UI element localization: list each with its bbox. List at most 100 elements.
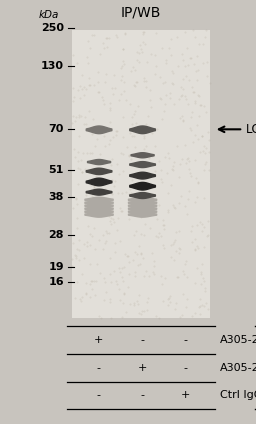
Point [190, 223, 194, 230]
Point [108, 136, 112, 143]
Point [206, 129, 210, 136]
Point [193, 310, 197, 317]
Point [130, 121, 134, 128]
Point [190, 109, 194, 115]
Point [179, 192, 183, 199]
Point [161, 281, 165, 287]
Point [159, 233, 163, 240]
Point [132, 133, 136, 139]
Point [122, 264, 126, 271]
Point [93, 196, 97, 203]
Point [184, 95, 188, 102]
Text: -: - [97, 391, 101, 400]
Point [142, 272, 146, 279]
Point [95, 260, 99, 267]
Point [137, 50, 141, 56]
Point [168, 293, 172, 299]
Point [98, 50, 102, 57]
Point [170, 166, 174, 173]
Point [109, 162, 113, 168]
Point [76, 181, 80, 187]
Point [159, 95, 163, 102]
Point [121, 114, 125, 120]
Point [135, 57, 139, 64]
Point [134, 193, 138, 200]
Point [77, 237, 81, 244]
Point [191, 26, 195, 33]
Point [177, 96, 181, 103]
Text: 16: 16 [48, 277, 64, 287]
Point [156, 234, 160, 241]
Point [142, 132, 146, 139]
Point [151, 269, 155, 276]
Point [116, 215, 120, 221]
Point [135, 262, 140, 269]
Point [108, 270, 112, 277]
Point [105, 35, 109, 42]
Point [164, 57, 168, 64]
Point [103, 34, 108, 41]
Point [127, 216, 131, 223]
Point [180, 113, 184, 120]
Point [124, 308, 128, 315]
Point [120, 274, 124, 281]
Point [199, 133, 204, 140]
Point [206, 305, 210, 312]
Point [129, 68, 133, 75]
Point [141, 28, 145, 35]
Point [167, 45, 171, 52]
Point [159, 45, 164, 52]
Point [134, 228, 138, 234]
Point [113, 177, 118, 184]
Point [176, 273, 180, 280]
Point [84, 85, 88, 92]
Point [140, 48, 144, 55]
Point [143, 220, 147, 227]
Point [171, 201, 175, 208]
Point [189, 127, 193, 134]
Point [200, 221, 204, 228]
Point [185, 45, 189, 51]
Point [77, 247, 81, 254]
Point [184, 304, 188, 310]
Point [120, 189, 124, 196]
Point [78, 165, 82, 172]
Point [187, 187, 191, 194]
Point [163, 275, 167, 282]
Point [101, 96, 105, 103]
Point [123, 188, 127, 195]
Point [200, 132, 205, 139]
Point [145, 126, 149, 132]
Point [82, 84, 87, 91]
Point [99, 151, 103, 158]
Point [171, 70, 175, 77]
Point [126, 284, 130, 290]
Point [163, 100, 167, 107]
Point [185, 211, 189, 218]
Point [150, 153, 154, 160]
Point [129, 156, 133, 162]
Point [120, 313, 124, 320]
Point [82, 240, 87, 247]
Point [157, 201, 161, 208]
Point [172, 257, 176, 263]
Point [144, 298, 148, 305]
Point [157, 230, 161, 237]
Point [123, 30, 127, 37]
Point [206, 232, 210, 239]
Point [199, 271, 203, 278]
Point [147, 182, 151, 189]
Point [109, 314, 113, 321]
Point [194, 67, 198, 74]
Point [83, 166, 88, 173]
Point [170, 163, 175, 170]
Point [149, 202, 153, 209]
Point [149, 50, 153, 57]
Point [200, 261, 204, 268]
Point [84, 121, 88, 128]
Point [71, 113, 75, 120]
Point [104, 71, 108, 78]
Point [79, 113, 83, 120]
Point [183, 93, 187, 100]
Point [204, 158, 208, 165]
